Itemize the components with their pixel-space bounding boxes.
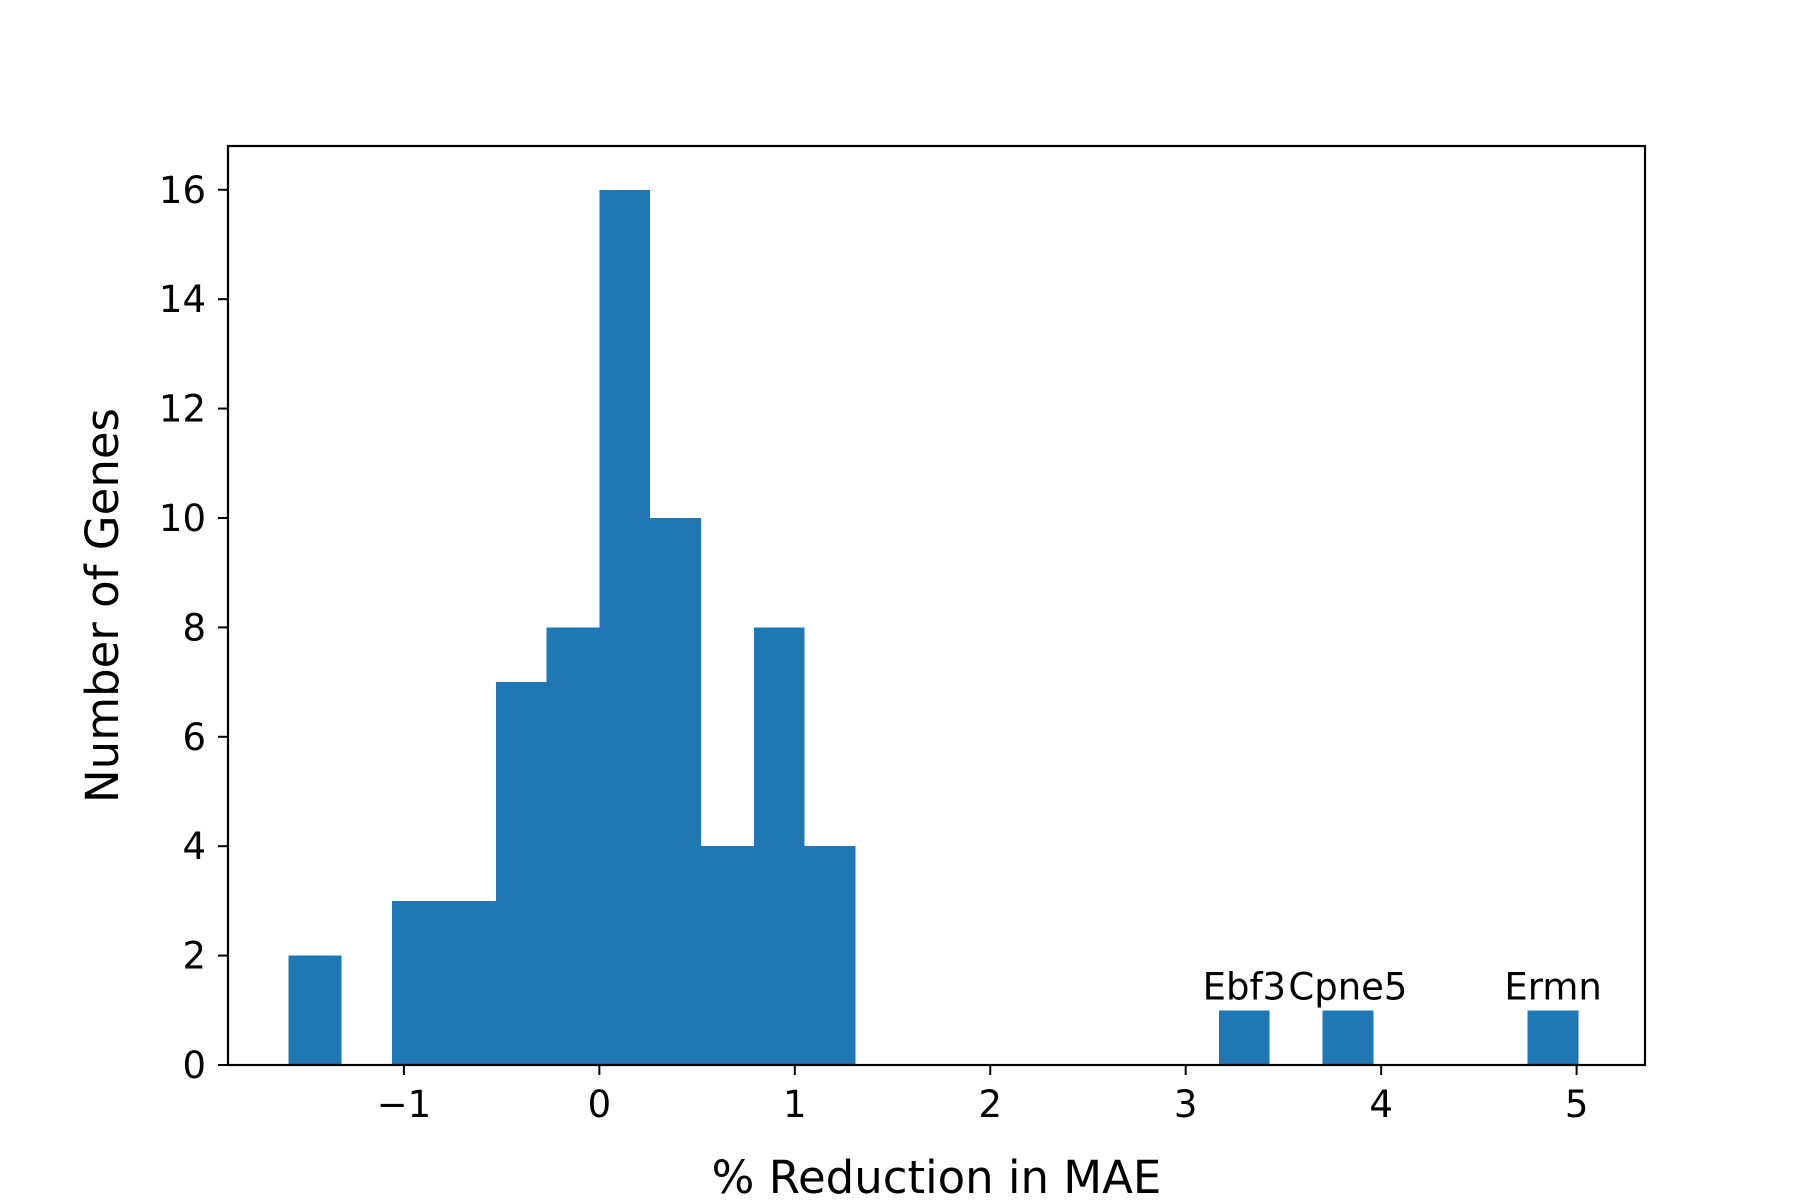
axes-frame bbox=[226, 144, 1647, 1067]
histogram-bar bbox=[804, 846, 856, 1065]
histogram-bar bbox=[1527, 1010, 1579, 1065]
gene-annotation-label: Cpne5 bbox=[1288, 965, 1407, 1008]
x-tick-label: 3 bbox=[1174, 1083, 1198, 1126]
histogram-bar bbox=[442, 900, 496, 1065]
histogram-bar bbox=[288, 955, 342, 1065]
annotations-group: Ebf3 Cpne5 Ermn bbox=[1203, 965, 1602, 1008]
y-tick-label: 8 bbox=[182, 606, 206, 649]
y-axis-ticks: 0 2 4 6 8 10 12 14 16 bbox=[159, 169, 228, 1087]
y-tick-label: 4 bbox=[182, 825, 206, 868]
histogram-bar bbox=[392, 900, 443, 1065]
histogram-bar bbox=[753, 627, 805, 1065]
y-tick-label: 2 bbox=[182, 935, 206, 978]
x-tick-label: 0 bbox=[588, 1083, 612, 1126]
y-tick-label: 0 bbox=[182, 1044, 206, 1087]
gene-annotation-label: Ermn bbox=[1504, 965, 1601, 1008]
histogram-bar bbox=[599, 189, 651, 1065]
x-tick-label: −1 bbox=[377, 1083, 432, 1126]
y-tick-label: 10 bbox=[159, 497, 206, 540]
histogram-bar bbox=[546, 627, 600, 1065]
gene-annotation-label: Ebf3 bbox=[1203, 965, 1286, 1008]
histogram-bar bbox=[650, 517, 701, 1065]
bars-group bbox=[288, 189, 1579, 1065]
x-tick-label: 1 bbox=[783, 1083, 807, 1126]
x-tick-label: 2 bbox=[978, 1083, 1002, 1126]
histogram-bar bbox=[495, 682, 547, 1065]
y-tick-label: 16 bbox=[159, 169, 206, 212]
histogram-bar bbox=[1322, 1010, 1374, 1065]
y-tick-label: 6 bbox=[182, 716, 206, 759]
x-axis-label: % Reduction in MAE bbox=[712, 1151, 1162, 1200]
histogram-bar bbox=[700, 846, 754, 1065]
x-tick-label: 4 bbox=[1369, 1083, 1393, 1126]
histogram-bar bbox=[1218, 1010, 1270, 1065]
y-tick-label: 12 bbox=[159, 388, 206, 431]
y-tick-label: 14 bbox=[159, 278, 206, 321]
y-axis-label: Number of Genes bbox=[76, 408, 129, 803]
x-axis-ticks: −1 0 1 2 3 4 5 bbox=[377, 1065, 1589, 1126]
x-tick-label: 5 bbox=[1565, 1083, 1589, 1126]
